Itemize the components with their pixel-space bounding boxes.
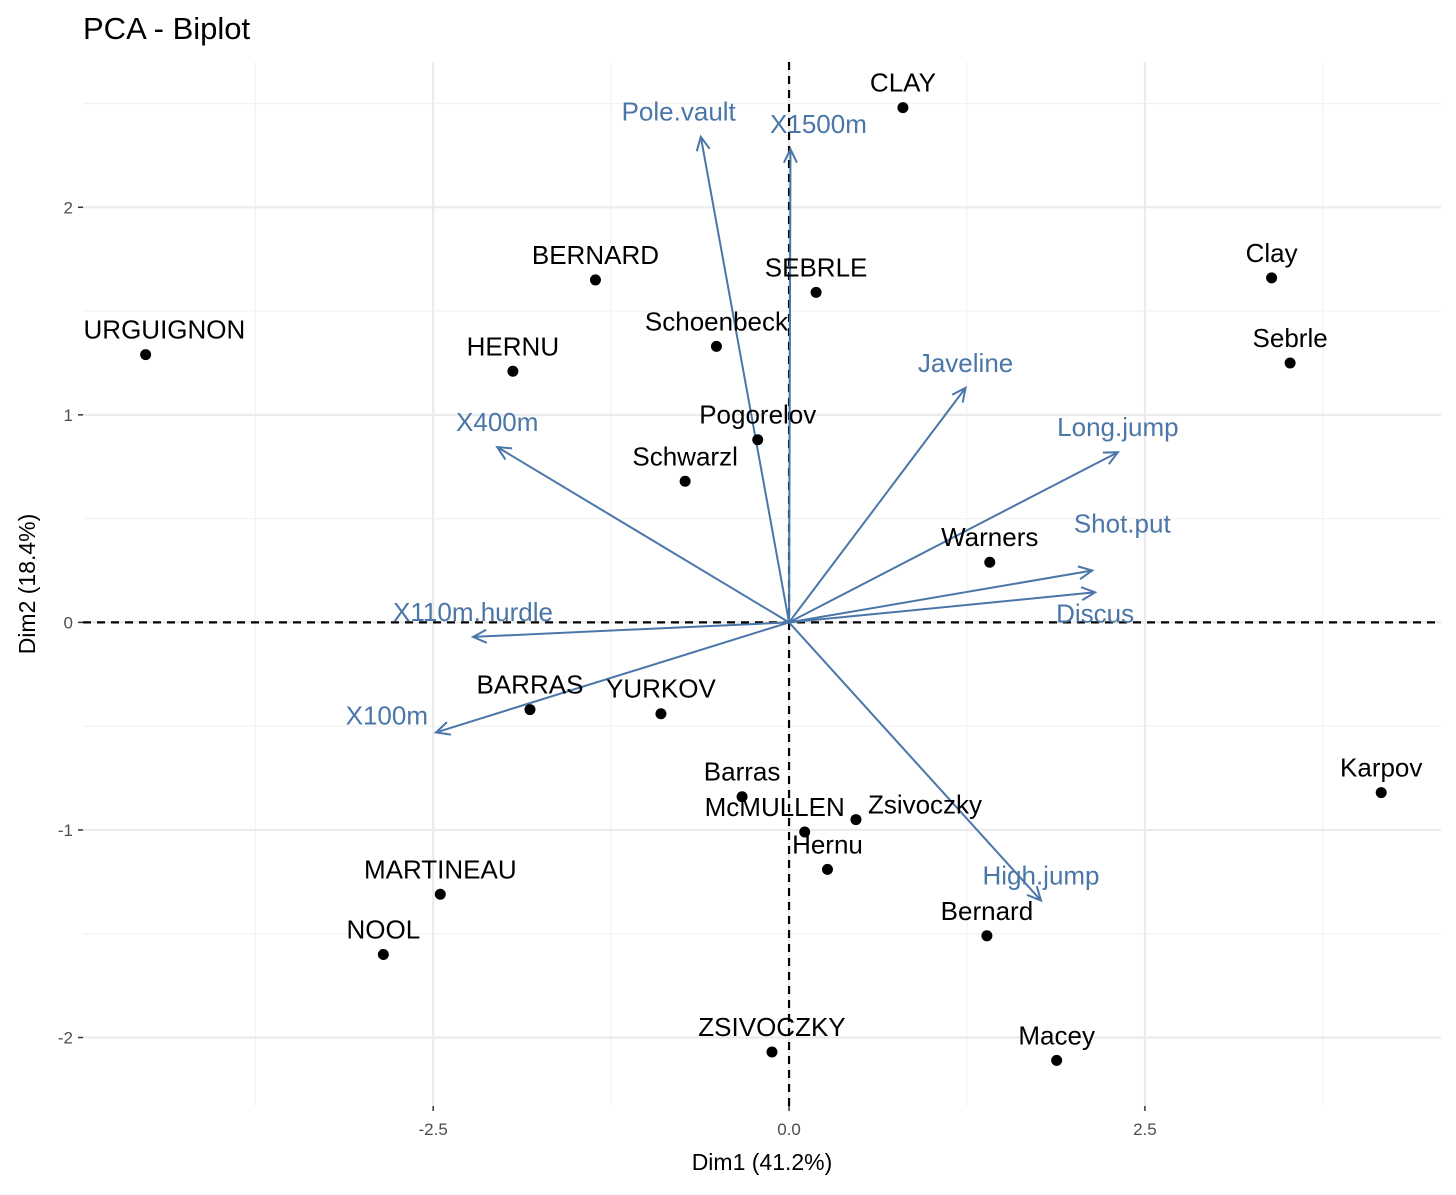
individual-point [984,556,996,568]
grid [83,62,1441,1106]
variable-arrow [788,569,1093,624]
individual-point [799,826,811,838]
individual-label: Sebrle [1253,323,1328,353]
variable-label: X1500m [770,109,867,139]
variable-label: Javeline [918,348,1013,378]
individual-point [752,434,764,446]
individual-label: Bernard [941,896,1034,926]
individual-point [507,365,519,377]
arrow-head-icon [433,721,452,736]
individual-label: McMULLEN [705,792,845,822]
y-tick-label: 1 [64,406,73,425]
variable-arrow [472,621,790,638]
individual-point [434,888,446,900]
individual-label: Clay [1246,238,1298,268]
variable-label: Long.jump [1057,412,1178,442]
individual-point [710,340,722,352]
variable-label: X400m [456,407,538,437]
variable-arrow [788,451,1119,624]
individual-point [1051,1054,1063,1066]
arrow-head-icon [1026,885,1043,903]
individual-label: Pogorelov [699,400,816,430]
variable-label: Pole.vault [622,97,737,127]
y-tick-label: 0 [64,613,73,632]
individual-label: HERNU [467,331,559,361]
y-tick-label: -2 [58,1029,73,1048]
arrow-head-icon [495,445,513,461]
arrow-head-icon [1077,565,1095,581]
individual-point [679,475,691,487]
individual-label: BERNARD [532,240,659,270]
variable-arrow [699,136,791,623]
individual-point [655,708,667,720]
individual-point [850,814,862,826]
y-axis-title: Dim2 (18.4%) [14,514,40,655]
individual-label: Schwarzl [632,441,737,471]
individual-label: Warners [941,522,1038,552]
y-tick-label: 2 [64,198,73,217]
individual-point [140,349,152,361]
variable-arrow [788,621,1042,902]
y-tick-label: -1 [58,821,73,840]
variable-arrow [435,621,790,734]
individual-label: BOURGUIGNON [46,315,245,345]
individual-label: Macey [1018,1020,1095,1050]
arrow-head-icon [783,146,798,164]
individual-point [377,948,389,960]
individual-label: ZSIVOCZKY [698,1012,845,1042]
individual-label: Schoenbeck [645,306,789,336]
individual-label: Hernu [792,829,863,859]
plot-panel: BOURGUIGNON BERNARD HERNU CLAY SEBRLE Schoenb… [46,62,1441,1106]
individual-label: CLAY [870,68,936,98]
individual-point [1266,272,1278,284]
x-axis-title: Dim1 (41.2%) [692,1149,833,1175]
individual-label: Barras [704,757,781,787]
variable-label: High.jump [982,861,1099,891]
arrow-head-icon [470,628,488,644]
individual-point [821,863,833,875]
individual-point [766,1046,778,1058]
arrow-head-icon [1102,451,1120,465]
variable-arrow [788,591,1096,624]
x-tick-label: -2.5 [419,1120,448,1139]
variable-label: Shot.put [1074,509,1172,539]
variable-arrow [788,387,967,623]
variable-arrow [496,446,790,624]
x-tick-label: 2.5 [1133,1120,1157,1139]
individual-label: NOOL [347,914,421,944]
individual-point [897,102,909,114]
individual-label: BARRAS [477,670,584,700]
individual-label: SEBRLE [765,252,868,282]
variable-arrow [788,149,792,623]
individual-label: Zsivoczky [868,790,982,820]
individual-label: YURKOV [606,674,716,704]
variable-label: X100m [346,700,428,730]
variable-label: X110m.hurdle [393,597,553,627]
individual-label: Karpov [1340,753,1422,783]
x-tick-label: 0.0 [777,1120,801,1139]
individual-point [589,274,601,286]
individual-point [524,704,536,716]
individual-point [1375,787,1387,799]
arrow-head-icon [951,386,967,403]
variable-label: Discus [1056,598,1134,628]
individual-point [1284,357,1296,369]
arrow-head-icon [1080,586,1098,601]
individual-point [981,930,993,942]
chart-title: PCA - Biplot [83,11,251,46]
arrow-head-icon [695,134,711,152]
individual-point [810,286,822,298]
individual-label: MARTINEAU [364,854,517,884]
axes: -2.5 0.0 2.5 -2 -1 0 1 2 [58,198,1157,1139]
individual-point [736,791,748,803]
